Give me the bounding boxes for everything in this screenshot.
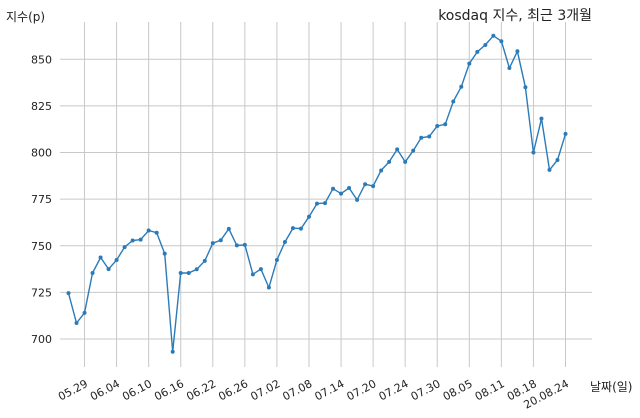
data-point xyxy=(130,238,135,243)
data-point xyxy=(282,240,287,245)
data-point xyxy=(371,184,376,189)
data-point xyxy=(178,271,183,276)
y-tick-label: 700 xyxy=(31,333,52,346)
x-tick-label: 06.10 xyxy=(120,377,154,403)
data-point xyxy=(395,147,400,152)
series-line xyxy=(67,34,567,352)
x-tick-label: 07.24 xyxy=(377,377,411,403)
data-point xyxy=(531,150,536,155)
x-tick-label: 06.16 xyxy=(152,377,186,403)
data-point xyxy=(491,33,496,38)
data-point xyxy=(186,271,191,276)
data-point xyxy=(547,167,552,172)
data-point xyxy=(122,245,127,250)
data-point xyxy=(563,131,568,136)
y-tick-label: 750 xyxy=(31,240,52,253)
data-point xyxy=(419,135,424,140)
data-point xyxy=(90,271,95,276)
data-point xyxy=(234,243,239,248)
y-tick-label: 850 xyxy=(31,53,52,66)
data-point xyxy=(411,148,416,153)
x-tick-labels: 05.2906.0406.1006.1606.2206.2607.0207.08… xyxy=(56,377,571,411)
data-point xyxy=(387,159,392,164)
data-point xyxy=(443,122,448,127)
data-point xyxy=(539,116,544,121)
data-point xyxy=(154,230,159,235)
data-point xyxy=(499,39,504,44)
y-tick-label: 725 xyxy=(31,286,52,299)
data-point xyxy=(106,267,111,272)
x-tick-label: 06.22 xyxy=(184,377,218,403)
y-tick-label: 775 xyxy=(31,193,52,206)
data-point xyxy=(170,349,175,354)
x-tick-label: 08.05 xyxy=(441,377,475,403)
chart-title: kosdaq 지수, 최근 3개월 xyxy=(438,8,592,24)
data-point xyxy=(323,201,328,206)
data-point xyxy=(242,242,247,247)
data-point xyxy=(274,257,279,262)
data-point xyxy=(162,251,167,256)
data-point xyxy=(515,49,520,54)
data-point xyxy=(66,291,71,296)
data-point xyxy=(98,255,103,260)
data-point xyxy=(202,258,207,263)
data-point xyxy=(250,272,255,277)
data-point xyxy=(114,257,119,262)
x-tick-label: 07.02 xyxy=(248,377,282,403)
x-tick-label: 07.30 xyxy=(409,377,443,403)
y-tick-label: 800 xyxy=(31,147,52,160)
x-axis-label: 날짜(일) xyxy=(590,380,633,394)
data-point xyxy=(306,214,311,219)
data-point xyxy=(331,186,336,191)
data-point xyxy=(315,201,319,206)
x-tick-label: 08.11 xyxy=(473,377,507,403)
data-point xyxy=(555,158,560,162)
y-axis-label: 지수(p) xyxy=(6,10,46,24)
data-point xyxy=(339,191,344,196)
data-point xyxy=(403,159,408,164)
y-tick-label: 825 xyxy=(31,100,52,113)
data-point xyxy=(210,241,215,246)
x-tick-label: 07.20 xyxy=(345,377,379,403)
data-point xyxy=(82,310,87,315)
data-point xyxy=(74,320,79,325)
x-tick-label: 06.04 xyxy=(88,377,122,403)
data-point xyxy=(363,182,368,187)
x-tick-label: 05.29 xyxy=(56,377,90,403)
data-point xyxy=(194,267,199,272)
data-point xyxy=(523,85,528,90)
data-point xyxy=(483,42,488,47)
data-point xyxy=(290,226,295,231)
series-layer xyxy=(66,33,568,354)
data-point xyxy=(226,226,231,231)
data-point xyxy=(347,185,352,190)
data-point xyxy=(427,134,432,139)
data-point xyxy=(467,61,472,66)
data-point xyxy=(146,228,151,233)
data-point xyxy=(258,267,263,272)
data-point xyxy=(298,226,303,231)
data-point xyxy=(435,124,440,129)
data-point xyxy=(475,49,480,54)
data-point xyxy=(507,66,512,71)
x-tick-label: 07.08 xyxy=(280,377,314,403)
data-point xyxy=(355,197,360,202)
data-point xyxy=(138,237,143,242)
data-point xyxy=(218,238,223,243)
grid-lines xyxy=(60,22,592,367)
data-point xyxy=(459,84,464,89)
y-tick-labels: 700 725 750 775 800 825 850 xyxy=(31,53,52,346)
x-tick-label: 07.14 xyxy=(313,377,347,403)
data-point xyxy=(266,285,271,290)
data-point xyxy=(379,168,384,173)
data-point xyxy=(451,99,456,104)
x-tick-label: 06.26 xyxy=(216,377,250,403)
